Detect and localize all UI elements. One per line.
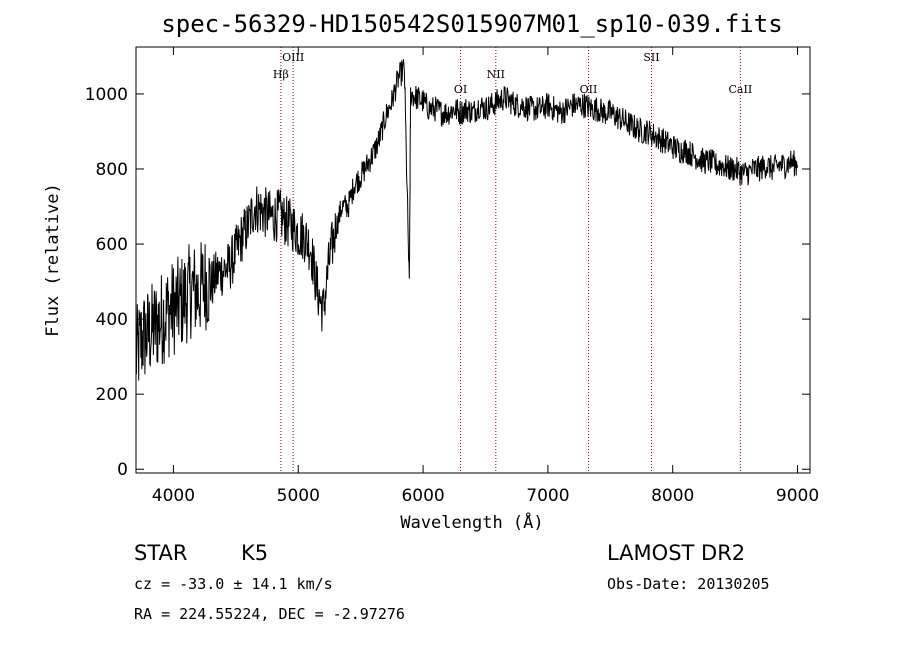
- survey-name: LAMOST DR2: [607, 541, 745, 565]
- x-axis-ticks: 4000 5000 6000 7000 8000 9000: [152, 47, 819, 506]
- y-tick-label: 0: [117, 460, 128, 480]
- object-subclass: K5: [241, 541, 268, 565]
- observation-date: Obs-Date: 20130205: [607, 575, 770, 593]
- x-tick-label: 9000: [776, 486, 819, 506]
- spectral-line-markers: [280, 47, 741, 473]
- y-axis-label: Flux (relative): [43, 183, 63, 337]
- spectral-line-labels: Hβ OIII OI NII OII SII CaII: [273, 51, 752, 96]
- spectral-line-label: CaII: [729, 83, 753, 96]
- y-axis-ticks: 0 200 400 600 800 1000: [85, 85, 810, 480]
- x-tick-label: 4000: [152, 486, 195, 506]
- spectral-line-label: OI: [454, 83, 467, 96]
- spectral-line-label: OII: [580, 83, 598, 96]
- redshift-info: cz = -33.0 ± 14.1 km/s: [134, 575, 333, 593]
- y-tick-label: 400: [96, 310, 128, 330]
- spectral-line-label: NII: [487, 68, 505, 81]
- y-tick-label: 800: [96, 160, 128, 180]
- x-tick-label: 6000: [401, 486, 444, 506]
- x-tick-label: 7000: [526, 486, 569, 506]
- chart-title: spec-56329-HD150542S015907M01_sp10-039.f…: [161, 10, 782, 38]
- spectral-line-label: OIII: [282, 51, 304, 64]
- spectral-line-label: Hβ: [273, 68, 289, 81]
- x-tick-label: 5000: [277, 486, 320, 506]
- y-tick-label: 200: [96, 385, 128, 405]
- y-tick-label: 1000: [85, 85, 128, 105]
- plot-frame: [135, 46, 811, 474]
- spectral-line-label: SII: [643, 51, 659, 64]
- object-class: STAR: [134, 541, 187, 565]
- x-axis-label: Wavelength (Å): [400, 511, 543, 533]
- y-tick-label: 600: [96, 235, 128, 255]
- spectrum-line: [135, 59, 798, 381]
- x-tick-label: 8000: [651, 486, 694, 506]
- coordinates: RA = 224.55224, DEC = -2.97276: [134, 605, 405, 623]
